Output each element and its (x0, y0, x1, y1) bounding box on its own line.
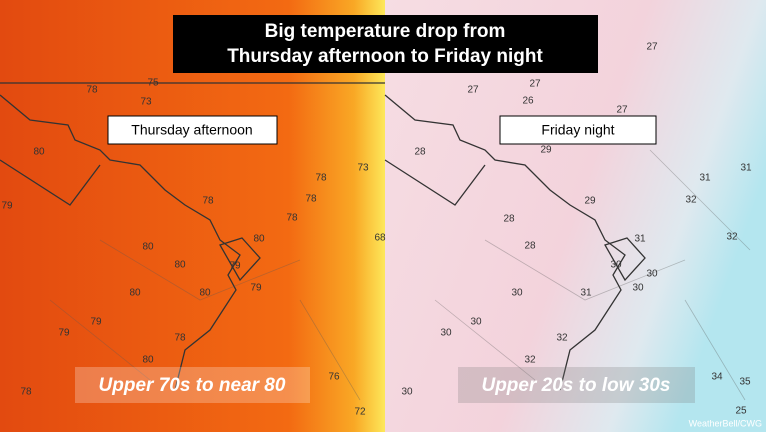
temperature-label: 30 (646, 269, 658, 280)
temperature-label: 79 (58, 328, 70, 339)
temperature-label: 73 (140, 97, 152, 108)
panel-label: Thursday afternoon (131, 122, 252, 138)
temperature-label: 78 (86, 85, 98, 96)
temperature-label: 78 (315, 173, 327, 184)
temperature-label: 26 (522, 96, 534, 107)
temperature-label: 79 (1, 201, 13, 212)
temperature-label: 32 (556, 333, 568, 344)
temperature-label: 78 (202, 196, 214, 207)
temperature-label: 35 (739, 377, 751, 388)
temperature-label: 79 (229, 261, 241, 272)
temperature-label: 31 (634, 234, 646, 245)
temperature-label: 30 (632, 283, 644, 294)
temperature-label: 80 (142, 355, 154, 366)
temperature-label: 32 (685, 195, 697, 206)
temperature-label: 28 (503, 214, 515, 225)
temperature-label: 80 (129, 288, 141, 299)
temperature-label: 72 (354, 407, 366, 418)
temperature-label: 73 (357, 163, 369, 174)
temperatures: 75 78 73 80 79 78 78 73 78 78 80 80 79 80 79 80 80 68 79 79… (1, 42, 752, 418)
caption: Upper 20s to low 30s (481, 375, 670, 396)
temperature-label: 30 (401, 387, 413, 398)
credit: WeatherBell/CWG (689, 418, 762, 428)
title: Big temperature drop from (265, 21, 506, 42)
panel-label: Friday night (541, 122, 614, 138)
caption-box (75, 367, 310, 403)
temperature-label: 75 (147, 78, 159, 89)
temperature-label: 78 (305, 194, 317, 205)
temperature-label: 30 (440, 328, 452, 339)
title: Thursday afternoon to Friday night (227, 46, 543, 67)
caption-box (458, 367, 695, 403)
label-box (499, 115, 657, 145)
temperature-label: 80 (142, 242, 154, 253)
borders (0, 82, 751, 401)
temperature-label: 29 (584, 196, 596, 207)
temperature-label: 30 (610, 260, 622, 271)
temperature-label: 80 (199, 288, 211, 299)
temperature-label: 25 (735, 406, 747, 417)
temperature-label: 80 (253, 234, 265, 245)
temperature-label: 34 (711, 372, 723, 383)
temperature-label: 32 (524, 355, 536, 366)
temperature-label: 27 (467, 85, 479, 96)
temperature-label: 30 (470, 317, 482, 328)
temperature-label: 80 (33, 147, 45, 158)
temperature-label: 32 (726, 232, 738, 243)
temperature-label: 30 (511, 288, 523, 299)
temperature-label: 31 (699, 173, 711, 184)
temperature-label: 28 (414, 147, 426, 158)
label-box (107, 115, 278, 145)
temperature-label: 27 (646, 42, 658, 53)
title-box (173, 15, 598, 73)
temperature-label: 28 (524, 241, 536, 252)
temperature-label: 79 (250, 283, 262, 294)
temperature-label: 78 (174, 333, 186, 344)
temperature-label: 29 (540, 145, 552, 156)
temperature-label: 80 (174, 260, 186, 271)
temperature-label: 31 (580, 288, 592, 299)
temperature-label: 78 (20, 387, 32, 398)
temperature-label: 68 (374, 233, 386, 244)
temperature-label: 31 (740, 163, 752, 174)
temperature-label: 76 (328, 372, 340, 383)
temperature-label: 27 (529, 79, 541, 90)
caption: Upper 70s to near 80 (99, 375, 286, 396)
temperature-label: 78 (286, 213, 298, 224)
temperature-label: 27 (616, 105, 628, 116)
temperature-label: 79 (90, 317, 102, 328)
